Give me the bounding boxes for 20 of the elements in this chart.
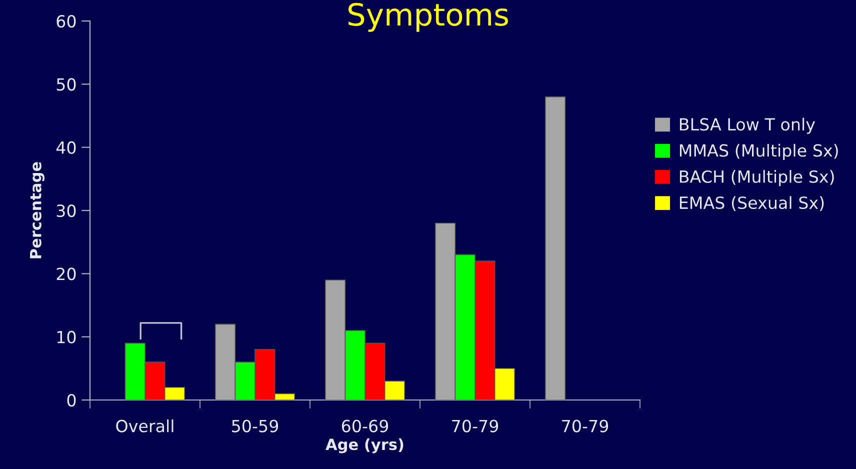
y-tick-label: 50: [56, 78, 76, 91]
y-tick-label: 30: [56, 204, 76, 218]
x-tick-label: 50-59: [232, 420, 278, 432]
x-tick-label: 70-79: [452, 420, 498, 432]
legend-label: BACH (Multiple Sx): [680, 170, 834, 186]
legend-label: MMAS (Multiple Sx): [680, 144, 838, 160]
legend-label: EMAS (Sexual Sx): [680, 196, 824, 212]
x-axis-title: Age (yrs): [326, 438, 404, 454]
legend-label: BLSA Low T only: [680, 118, 815, 134]
y-tick-label: 10: [57, 330, 76, 344]
y-axis-title: Percentage: [30, 162, 44, 258]
bar: [544, 96, 566, 400]
x-tick-label: 60-69: [342, 420, 388, 432]
y-tick-label: 0: [67, 394, 76, 407]
chart-title: Symptoms: [348, 2, 508, 32]
y-tick-label: 60: [56, 14, 76, 28]
x-tick-label: Overall: [116, 419, 174, 432]
y-tick-label: 40: [56, 141, 76, 154]
y-tick-label: 20: [56, 268, 76, 280]
x-tick-label: 70-79: [562, 420, 608, 432]
